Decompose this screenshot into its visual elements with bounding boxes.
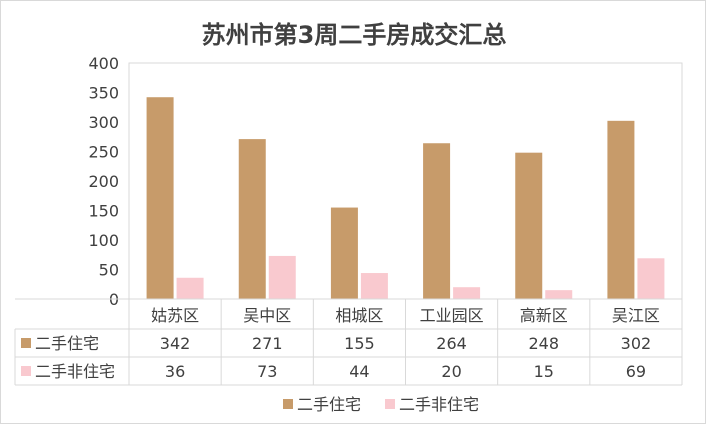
legend-label: 二手住宅 xyxy=(297,395,361,414)
y-tick-label: 400 xyxy=(88,54,119,73)
table-series-name: 二手住宅 xyxy=(35,334,99,353)
table-cell-value: 69 xyxy=(626,362,646,381)
category-label: 吴中区 xyxy=(243,306,291,325)
category-label: 吴江区 xyxy=(612,306,660,325)
legend-label: 二手非住宅 xyxy=(399,395,479,414)
y-tick-label: 100 xyxy=(88,231,119,250)
table-series-name: 二手非住宅 xyxy=(35,362,115,381)
table-cell-value: 44 xyxy=(349,362,369,381)
table-cell-value: 155 xyxy=(344,334,375,353)
bar xyxy=(637,258,665,299)
category-label: 相城区 xyxy=(335,306,383,325)
bar xyxy=(453,287,481,299)
bar xyxy=(515,152,543,299)
plot-area-border xyxy=(128,62,683,300)
category-label: 高新区 xyxy=(520,306,568,325)
y-tick-label: 200 xyxy=(88,172,119,191)
table-cell-value: 248 xyxy=(528,334,559,353)
chart-title: 苏州市第3周二手房成交汇总 xyxy=(202,21,507,49)
table-legend-key xyxy=(21,338,31,348)
y-tick-label: 300 xyxy=(88,113,119,132)
y-tick-label: 150 xyxy=(88,202,119,221)
y-tick-label: 350 xyxy=(88,84,119,103)
legend: 二手住宅 二手非住宅 xyxy=(283,395,479,414)
category-label: 工业园区 xyxy=(420,306,484,325)
legend-key xyxy=(283,399,293,409)
bar xyxy=(423,143,451,299)
bar xyxy=(360,273,388,299)
bar xyxy=(330,207,358,299)
table-cell-value: 20 xyxy=(441,362,461,381)
bars xyxy=(146,97,665,299)
bar xyxy=(607,120,635,299)
y-tick-label: 50 xyxy=(99,261,119,280)
table-cell-value: 302 xyxy=(621,334,652,353)
bar xyxy=(268,255,296,299)
bar xyxy=(238,139,266,299)
bar xyxy=(545,290,573,299)
table-cell-value: 342 xyxy=(160,334,191,353)
table-legend-key xyxy=(21,366,31,376)
legend-key xyxy=(385,399,395,409)
category-label: 姑苏区 xyxy=(151,306,199,325)
table-cell-value: 73 xyxy=(257,362,277,381)
bar xyxy=(176,277,204,299)
y-tick-label: 250 xyxy=(88,143,119,162)
bar xyxy=(146,97,174,299)
table-cell-value: 264 xyxy=(436,334,467,353)
table-cell-value: 271 xyxy=(252,334,283,353)
table-cell-value: 36 xyxy=(165,362,185,381)
table-cell-value: 15 xyxy=(534,362,554,381)
